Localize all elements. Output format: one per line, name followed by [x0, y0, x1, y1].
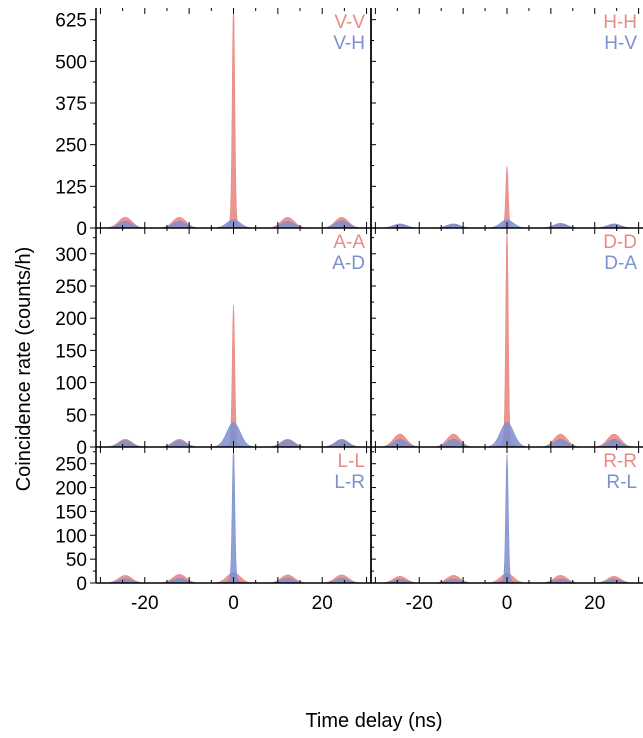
- y-tick-label: 200: [55, 479, 87, 500]
- legend-label-A-D: A-D: [332, 253, 365, 274]
- legend-label-V-V: V-V: [334, 12, 365, 33]
- y-tick-label: 50: [66, 550, 87, 571]
- series-area-L-R: [96, 447, 371, 584]
- legend-label-D-A: D-A: [604, 253, 637, 274]
- y-tick-label: 125: [55, 177, 87, 198]
- panel-r0-c0: V-VV-H 0 125 250 375 500 625: [55, 7, 371, 240]
- x-tick-label: 20: [312, 593, 333, 614]
- x-tick-label: 0: [502, 593, 513, 614]
- y-tick-label: 375: [55, 94, 87, 115]
- y-tick-label: 300: [55, 245, 87, 266]
- y-tick-label: 500: [55, 52, 87, 73]
- y-tick-label: 150: [55, 502, 87, 523]
- panel-r1-c0: A-AA-D 0 50 100 150 200 250 300: [55, 228, 371, 459]
- legend-label-H-H: H-H: [603, 12, 637, 33]
- y-tick-label: 0: [76, 438, 87, 459]
- y-tick-label: 0: [76, 574, 87, 595]
- legend-label-V-H: V-H: [333, 33, 365, 54]
- y-axis-label: Coincidence rate (counts/h): [13, 247, 35, 492]
- series-area-V-V: [96, 7, 371, 229]
- legend-label-L-L: L-L: [338, 451, 365, 472]
- y-tick-label: 100: [55, 374, 87, 395]
- y-tick-label: 150: [55, 341, 87, 362]
- legend-label-D-D: D-D: [603, 232, 637, 253]
- series-area-H-H: [371, 166, 643, 229]
- legend-label-L-R: L-R: [334, 472, 365, 493]
- x-tick-label: 20: [584, 593, 605, 614]
- legend-label-H-V: H-V: [604, 33, 637, 54]
- x-axis-label: Time delay (ns): [305, 710, 442, 732]
- y-tick-label: 625: [55, 11, 87, 32]
- x-tick-label: 0: [228, 593, 239, 614]
- y-tick-label: 0: [76, 219, 87, 240]
- y-tick-label: 250: [55, 136, 87, 157]
- y-tick-label: 200: [55, 309, 87, 330]
- legend-label-R-L: R-L: [606, 472, 637, 493]
- x-tick-label: -20: [406, 593, 433, 614]
- y-tick-label: 100: [55, 526, 87, 547]
- panel-r0-c1: H-HH-V: [370, 8, 643, 229]
- y-tick-label: 50: [66, 406, 87, 427]
- series-area-R-L: [371, 453, 643, 584]
- y-tick-label: 250: [55, 455, 87, 476]
- panel-r2-c1: R-RR-L -20 0 20: [370, 447, 643, 614]
- x-tick-label: -20: [131, 593, 158, 614]
- series-area-D-D: [371, 227, 643, 448]
- legend-label-A-A: A-A: [333, 232, 365, 253]
- y-tick-label: 250: [55, 277, 87, 298]
- legend-label-R-R: R-R: [603, 451, 637, 472]
- panel-r1-c1: D-DD-A: [370, 227, 643, 448]
